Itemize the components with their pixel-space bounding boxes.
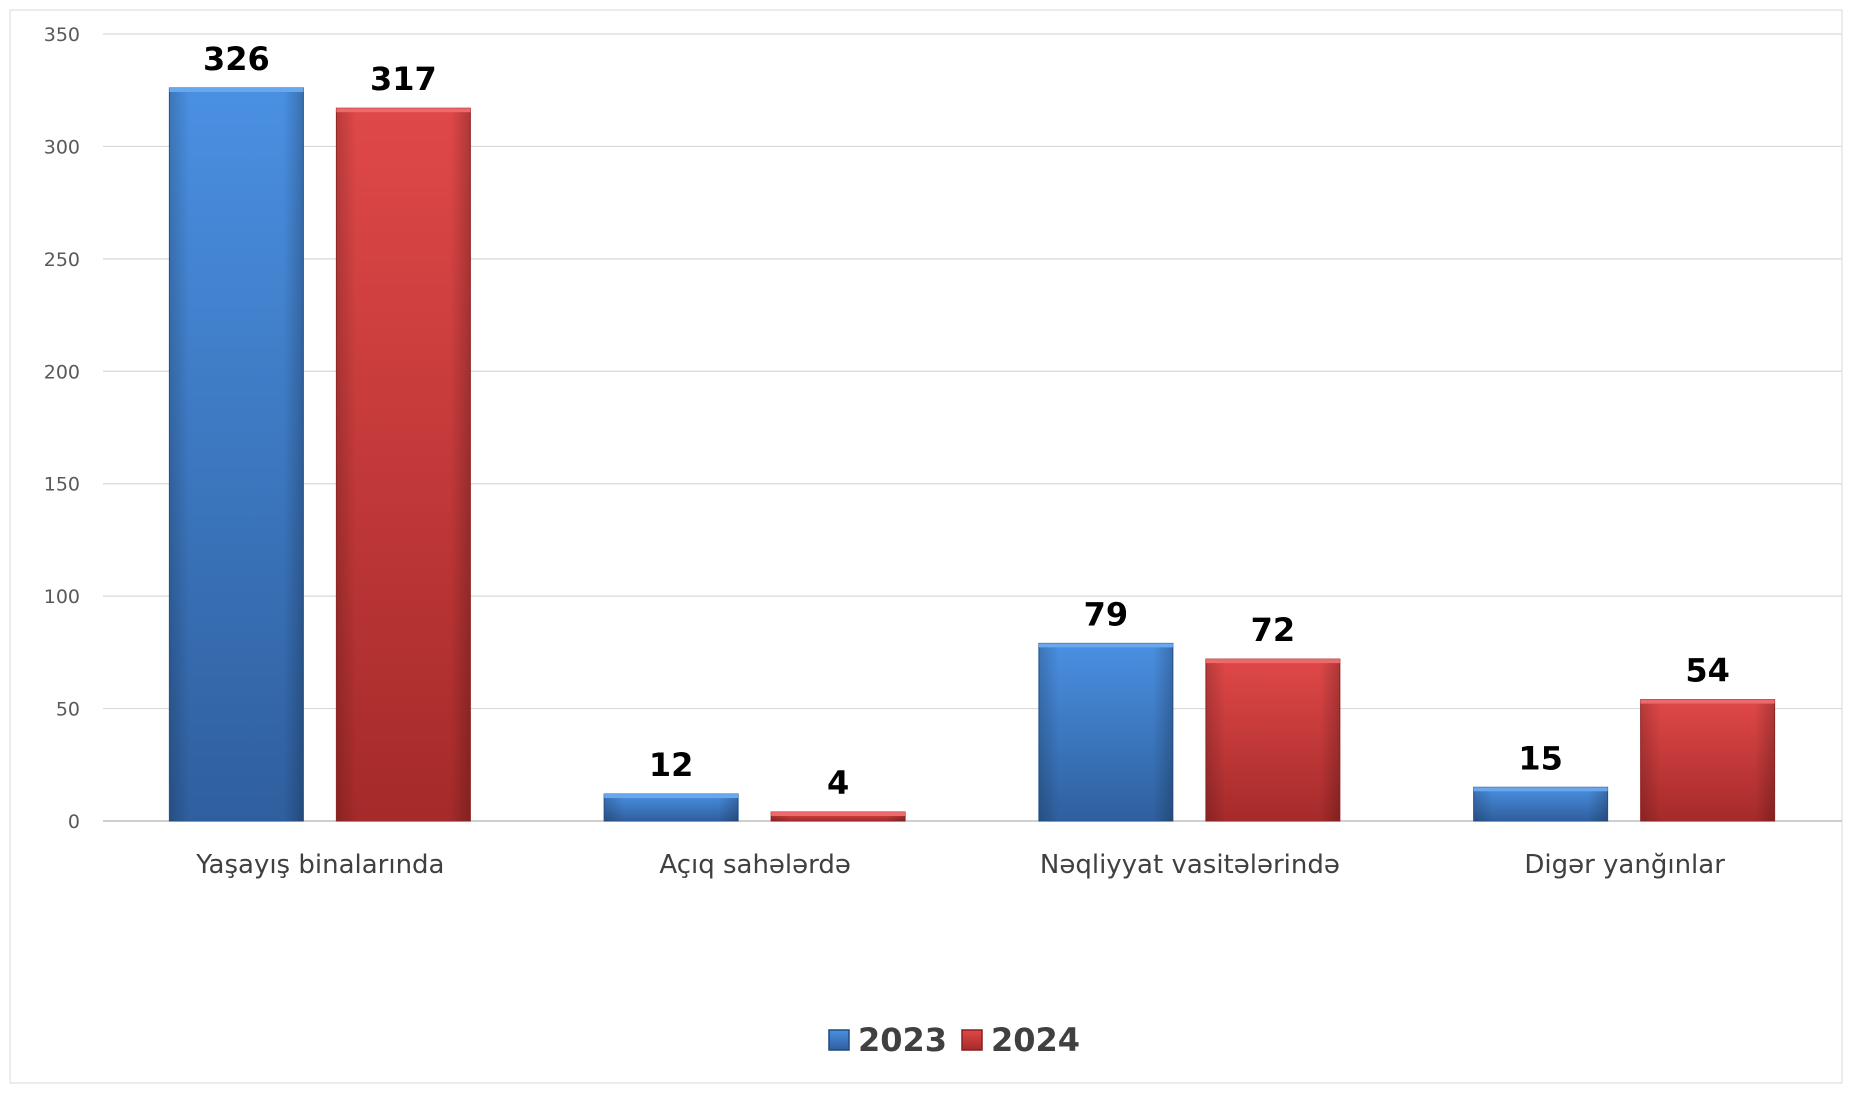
bar-shading [771, 812, 906, 821]
y-axis: 0 50 100 150 200 250 300 350 [44, 24, 80, 833]
legend-label-2023: 2023 [858, 1021, 947, 1059]
y-tick-label: 0 [68, 811, 80, 833]
bar-top-highlight [604, 794, 739, 799]
bar-shading [336, 108, 471, 821]
bar-shading [604, 794, 739, 821]
data-labels: 326 317 12 4 79 72 15 54 [203, 40, 1730, 802]
category-label: Nəqliyyat vasitələrində [1040, 850, 1340, 880]
data-label: 54 [1685, 652, 1730, 690]
data-label: 79 [1084, 595, 1129, 633]
bar-top-highlight [1038, 643, 1173, 648]
category-label: Yaşayış binalarında [195, 850, 444, 880]
bar-shading [1640, 699, 1775, 821]
data-label: 4 [827, 764, 849, 802]
data-label: 317 [370, 60, 437, 98]
y-tick-label: 250 [44, 249, 80, 271]
bar-shading [1038, 643, 1173, 821]
y-tick-label: 50 [56, 699, 80, 721]
bar-shading [1473, 787, 1608, 821]
legend: 2023 2024 [828, 1021, 1080, 1059]
bar-top-highlight [1473, 787, 1608, 792]
bar-top-highlight [771, 812, 906, 817]
bar-top-highlight [336, 108, 471, 113]
bar-shading [169, 87, 304, 822]
data-label: 72 [1251, 611, 1296, 649]
category-label: Açıq sahələrdə [659, 850, 851, 880]
bars [168, 87, 1776, 822]
legend-swatch-2024 [961, 1029, 983, 1051]
y-tick-label: 200 [44, 361, 80, 383]
bar-shading [1205, 659, 1340, 821]
legend-swatch-2023 [828, 1029, 850, 1051]
data-label: 326 [203, 40, 270, 78]
x-axis: Yaşayış binalarında Açıq sahələrdə Nəqliyy… [195, 850, 1725, 880]
y-tick-label: 100 [44, 586, 80, 608]
bar-top-highlight [1640, 699, 1775, 704]
y-tick-label: 300 [44, 136, 80, 158]
y-tick-label: 350 [44, 24, 80, 46]
category-label: Digər yanğınlar [1524, 850, 1725, 880]
data-label: 12 [649, 746, 694, 784]
chart-frame [9, 9, 1843, 1084]
bar-top-highlight [169, 87, 304, 92]
data-label: 15 [1518, 739, 1563, 777]
legend-label-2024: 2024 [991, 1021, 1080, 1059]
bar-top-highlight [1205, 659, 1340, 664]
y-tick-label: 150 [44, 474, 80, 496]
